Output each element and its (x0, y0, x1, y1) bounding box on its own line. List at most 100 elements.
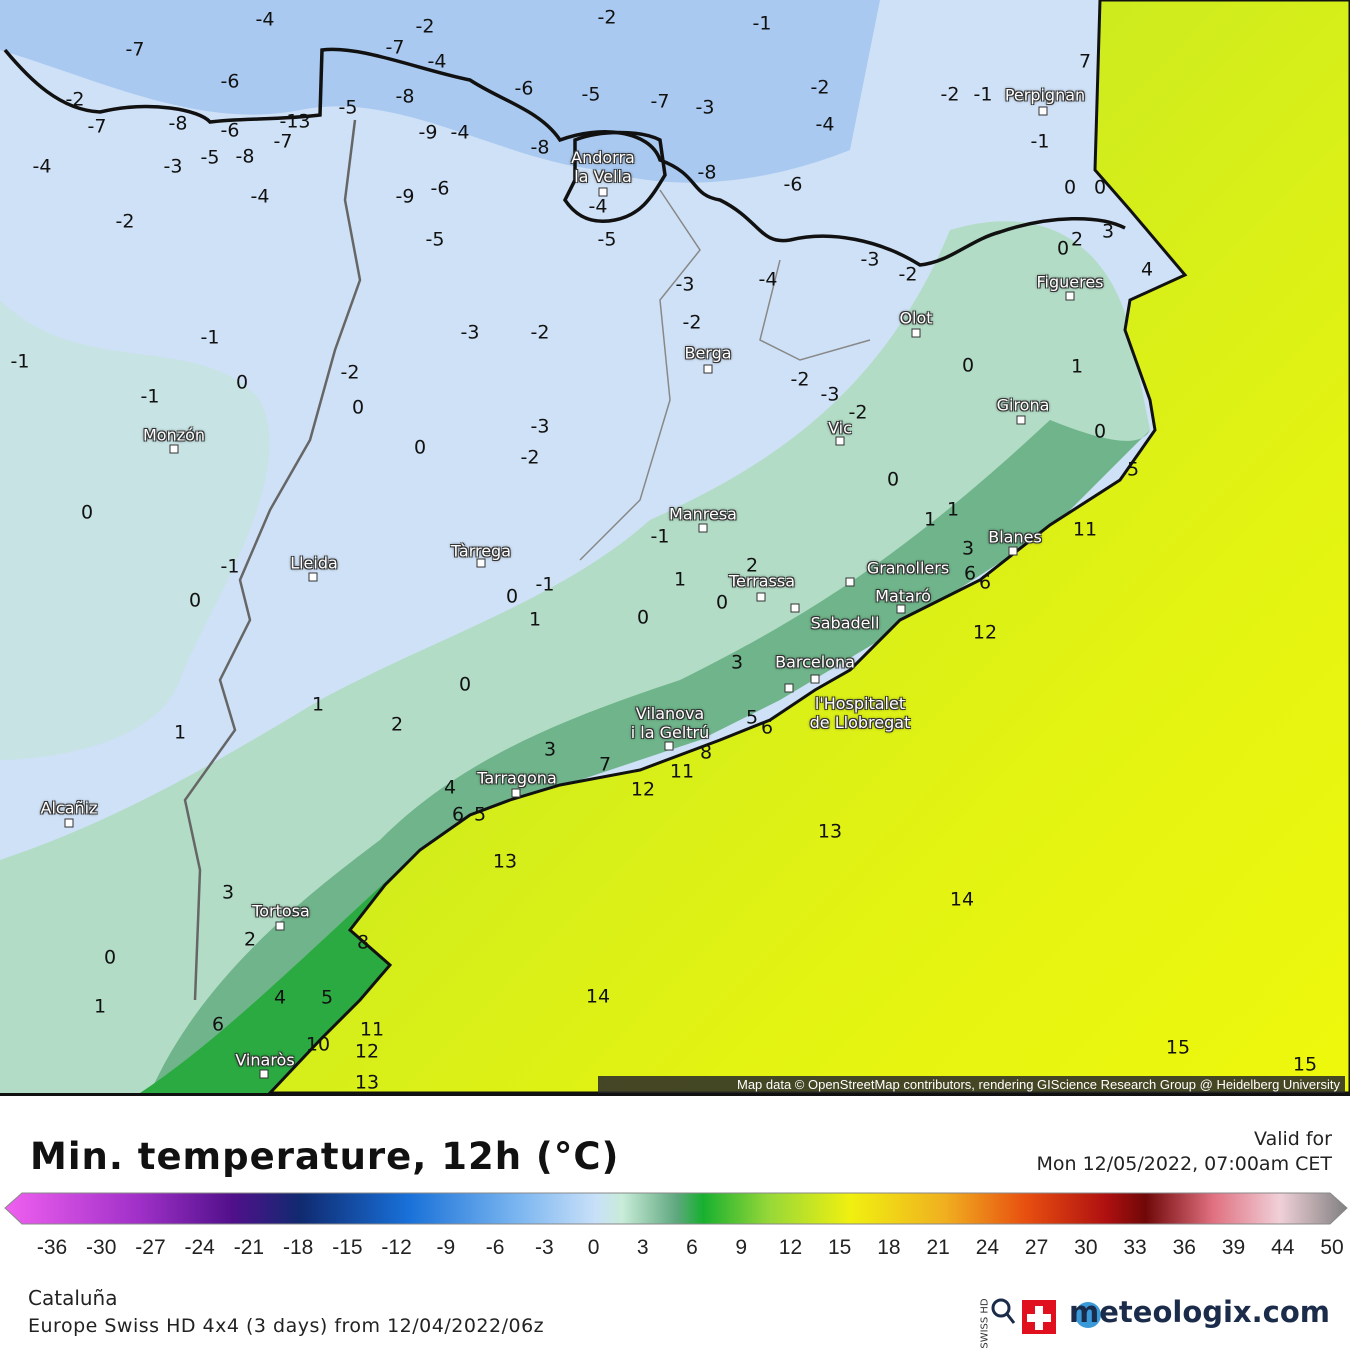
contour-label: -1 (651, 526, 670, 548)
contour-label: 4 (1141, 259, 1153, 281)
brand-logo (1075, 1302, 1101, 1328)
contour-label: 7 (1079, 51, 1091, 73)
contour-label: 12 (631, 779, 655, 801)
contour-label: -3 (461, 322, 480, 344)
city-marker (1065, 291, 1075, 301)
city-marker (703, 364, 713, 374)
contour-label: -6 (221, 71, 240, 93)
scale-tick: 30 (1074, 1236, 1098, 1259)
contour-label: 1 (529, 609, 541, 631)
contour-label: -2 (66, 89, 85, 111)
scale-tick: 27 (1024, 1236, 1049, 1259)
sea (266, 0, 1350, 1095)
contour-label: -2 (341, 362, 360, 384)
scale-tick: -15 (332, 1236, 363, 1259)
contour-label: -1 (1031, 131, 1050, 153)
scale-tick: 9 (735, 1236, 748, 1259)
contour-label: -2 (811, 77, 830, 99)
contour-label: 3 (1102, 221, 1114, 243)
contour-label: 6 (761, 717, 773, 739)
contour-label: 1 (924, 509, 936, 531)
city-label: l'Hospitalet de Llobregat (809, 694, 911, 732)
city-marker (835, 436, 845, 446)
contour-label: 0 (352, 397, 364, 419)
valid-time: Mon 12/05/2022, 07:00am CET (1036, 1153, 1332, 1175)
city-label: Granollers (866, 558, 950, 578)
contour-label: 6 (452, 804, 464, 826)
valid-label: Valid for (1254, 1128, 1332, 1150)
city-label: Lleida (290, 553, 338, 573)
city-label: Tàrrega (450, 541, 512, 561)
contour-label: 1 (174, 722, 186, 744)
city-label: Manresa (669, 504, 737, 524)
contour-label: -2 (598, 7, 617, 29)
contour-label: 0 (637, 607, 649, 629)
scale-tick: -3 (534, 1236, 554, 1259)
city-marker (810, 674, 820, 684)
contour-label: 5 (474, 804, 486, 826)
contour-label: 3 (962, 538, 974, 560)
scale-tick: 21 (926, 1236, 950, 1259)
contour-label: -6 (221, 120, 240, 142)
region-border (183, 119, 362, 1001)
scale-tick: 33 (1123, 1236, 1147, 1259)
scale-ticks: -36 -30 -27 -24 -21 -18 -15 -12 -9 -6 -3 0 3 6 9 12 15 18… (0, 1236, 1350, 1266)
contour-label: 1 (94, 996, 106, 1018)
contour-label: -2 (791, 369, 810, 391)
contour-label: 7 (599, 754, 611, 776)
contour-label: 3 (731, 652, 743, 674)
contour-label: -3 (676, 274, 695, 296)
contour-label: 0 (189, 590, 201, 612)
scale-tick: 0 (587, 1236, 600, 1259)
contour-label: -5 (339, 97, 358, 119)
city-marker (169, 444, 179, 454)
contour-label: -2 (531, 322, 550, 344)
contour-label: -2 (941, 84, 960, 106)
contour-label: 2 (391, 714, 403, 736)
contour-label: -8 (169, 113, 188, 135)
contour-label: -8 (236, 146, 255, 168)
contour-label: -9 (419, 122, 438, 144)
city-label: Olot (899, 308, 933, 328)
contour-label: -4 (251, 186, 270, 208)
city-marker (790, 603, 800, 613)
cold-zone (0, 0, 880, 183)
contour-label: -1 (536, 574, 555, 596)
city-label: Alcañiz (40, 798, 98, 818)
contour-label: 11 (360, 1019, 384, 1041)
contour-label: 12 (973, 622, 997, 644)
contour-label: -2 (899, 264, 918, 286)
contour-label: 15 (1293, 1054, 1317, 1076)
contour-label: 1 (1071, 356, 1083, 378)
contour-label: 2 (244, 929, 256, 951)
scale-tick: -6 (485, 1236, 505, 1259)
scale-tick: -18 (282, 1236, 314, 1259)
city-label: Vic (828, 418, 852, 438)
contour-label: -8 (698, 162, 717, 184)
contour-label: -1 (753, 13, 772, 35)
contour-label: 0 (459, 674, 471, 696)
contour-label: -2 (416, 16, 435, 38)
scale-tick: 24 (975, 1236, 1000, 1259)
scale-tick: -12 (381, 1236, 412, 1259)
search-icon (1005, 1313, 1016, 1324)
contour-label: -3 (821, 384, 840, 406)
city-label: Sabadell (810, 613, 880, 633)
contour-label: 13 (355, 1072, 379, 1094)
city-label: Terrassa (728, 571, 796, 591)
contour-label: -4 (33, 156, 52, 178)
mild-zone (0, 221, 1150, 1093)
contour-label: 0 (1064, 177, 1076, 199)
city-marker (1016, 415, 1026, 425)
city-marker (1038, 106, 1048, 116)
contour-label: -1 (201, 327, 220, 349)
contour-label: 13 (818, 821, 842, 843)
city-label: Tortosa (252, 901, 310, 921)
contour-label: 0 (104, 947, 116, 969)
contour-label: -5 (582, 84, 601, 106)
color-scale (4, 1192, 1348, 1225)
contour-label: -3 (696, 97, 715, 119)
contour-label: 4 (274, 987, 286, 1009)
scale-tick: 36 (1172, 1236, 1196, 1259)
legend-title: Min. temperature, 12h (°C) (30, 1135, 620, 1178)
